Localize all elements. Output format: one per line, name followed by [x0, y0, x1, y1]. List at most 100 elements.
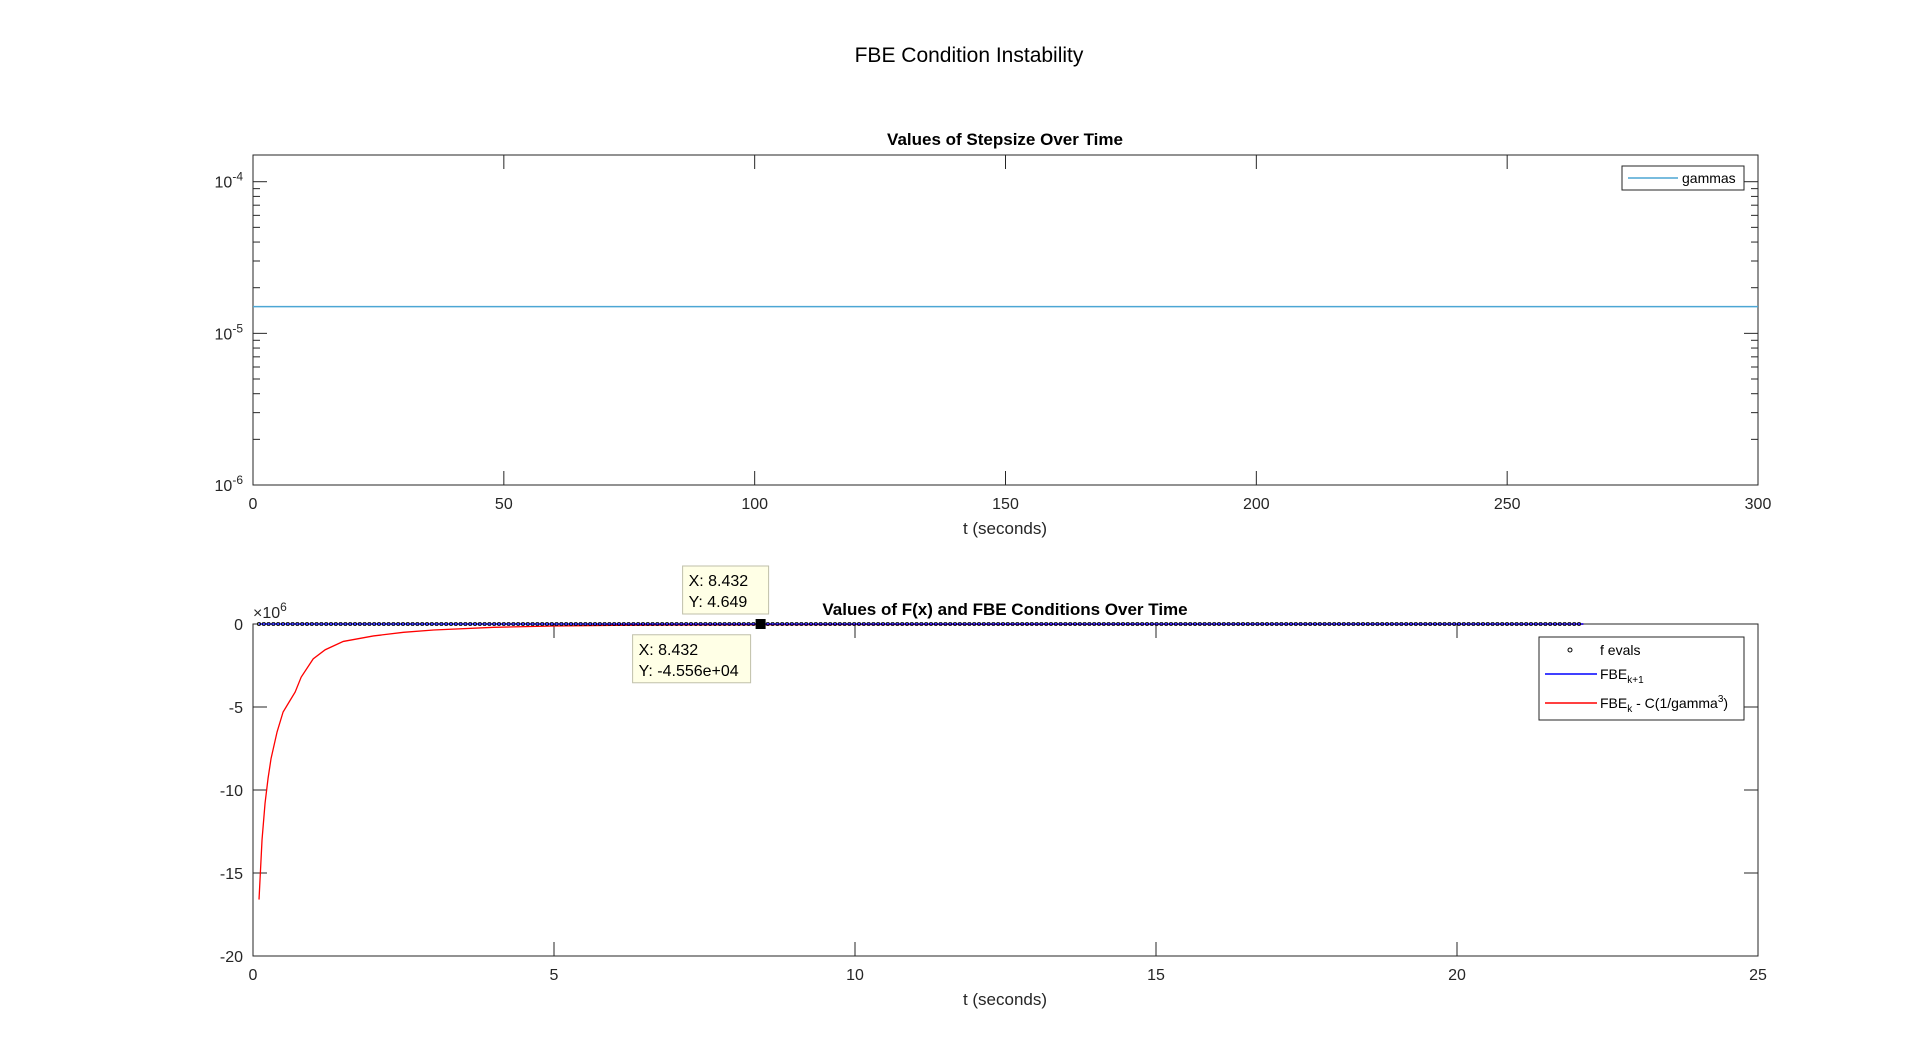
marker-f-eval [1533, 621, 1538, 626]
marker-f-eval [588, 621, 593, 626]
datatips[interactable]: X: 8.432 Y: 4.649 X: 8.432 Y: -4.556e+04 [632, 565, 770, 684]
stepsize-plot[interactable]: Values of Stepsize Over Time t (seconds)… [215, 130, 1772, 538]
marker-f-eval [1073, 621, 1078, 626]
marker-f-eval [564, 621, 569, 626]
marker-f-eval [977, 621, 982, 626]
marker-f-eval [1500, 621, 1505, 626]
marker-f-eval [871, 621, 876, 626]
stepsize-legend[interactable]: gammas [1621, 165, 1745, 191]
marker-f-eval [415, 621, 420, 626]
marker-f-eval [929, 621, 934, 626]
marker-f-eval [578, 621, 583, 626]
marker-f-eval [1389, 621, 1394, 626]
marker-f-eval [967, 621, 972, 626]
marker-f-eval [1025, 621, 1030, 626]
marker-f-eval [1418, 621, 1423, 626]
marker-f-eval [1289, 621, 1294, 626]
marker-f-eval [1015, 621, 1020, 626]
marker-f-eval [1135, 621, 1140, 626]
marker-f-eval [636, 621, 641, 626]
datatip[interactable]: X: 8.432 Y: 4.649 [682, 565, 770, 629]
marker-f-eval [540, 621, 545, 626]
fbe-legend[interactable]: f evals FBEk+1 FBEk - C(1/gamma3) [1538, 636, 1745, 721]
marker-f-eval [386, 621, 391, 626]
marker-f-eval [1044, 621, 1049, 626]
marker-f-eval [1020, 621, 1025, 626]
marker-f-eval [1433, 621, 1438, 626]
marker-f-eval [1313, 621, 1318, 626]
marker-f-eval [1159, 621, 1164, 626]
marker-f-eval [857, 621, 862, 626]
marker-f-eval [1121, 621, 1126, 626]
marker-f-eval [1145, 621, 1150, 626]
marker-f-eval [1452, 621, 1457, 626]
marker-f-eval [1082, 621, 1087, 626]
marker-f-eval [909, 621, 914, 626]
marker-f-eval [770, 621, 775, 626]
marker-f-eval [1149, 621, 1154, 626]
marker-f-eval [1298, 621, 1303, 626]
marker-f-eval [631, 621, 636, 626]
marker-f-eval [525, 621, 530, 626]
marker-f-eval [290, 621, 295, 626]
marker-f-eval [765, 621, 770, 626]
marker-f-eval [1413, 621, 1418, 626]
marker-f-eval [698, 621, 703, 626]
marker-f-eval [645, 621, 650, 626]
marker-f-eval [1567, 621, 1572, 626]
marker-f-eval [823, 621, 828, 626]
y-exponent-label: ×106 [253, 600, 287, 622]
marker-f-eval [1351, 621, 1356, 626]
marker-f-eval [1183, 621, 1188, 626]
marker-f-eval [804, 621, 809, 626]
marker-f-eval [501, 621, 506, 626]
marker-f-eval [924, 621, 929, 626]
marker-f-eval [1049, 621, 1054, 626]
marker-f-eval [919, 621, 924, 626]
marker-f-eval [549, 621, 554, 626]
marker-f-eval [1423, 621, 1428, 626]
marker-f-eval [957, 621, 962, 626]
marker-f-eval [357, 621, 362, 626]
marker-f-eval [1111, 621, 1116, 626]
marker-f-eval [895, 621, 900, 626]
datatip-box [632, 634, 752, 684]
marker-f-eval [669, 621, 674, 626]
y-tick-label: -15 [220, 866, 243, 883]
marker-f-eval [444, 621, 449, 626]
marker-f-eval [991, 621, 996, 626]
x-tick-label: 200 [1243, 496, 1270, 513]
marker-f-eval [1255, 621, 1260, 626]
marker-f-eval [612, 621, 617, 626]
marker-f-eval [1221, 621, 1226, 626]
marker-f-eval [400, 621, 405, 626]
stepsize-plot-area[interactable] [252, 154, 1759, 486]
fbe-plot-area[interactable] [252, 623, 1759, 957]
marker-f-eval [905, 621, 910, 626]
marker-f-eval [1077, 621, 1082, 626]
marker-f-eval [372, 621, 377, 626]
marker-f-eval [794, 621, 799, 626]
marker-f-eval [972, 621, 977, 626]
marker-f-eval [1250, 621, 1255, 626]
marker-f-eval [809, 621, 814, 626]
marker-f-eval [1001, 621, 1006, 626]
marker-f-eval [833, 621, 838, 626]
x-tick-label: 20 [1448, 967, 1466, 984]
x-tick-label: 0 [249, 967, 258, 984]
fbe-plot[interactable]: Values of F(x) and FBE Conditions Over T… [220, 565, 1767, 1009]
marker-f-eval [1087, 621, 1092, 626]
marker-f-eval [266, 621, 271, 626]
marker-f-eval [295, 621, 300, 626]
marker-f-eval [1361, 621, 1366, 626]
marker-f-eval [1106, 621, 1111, 626]
marker-f-eval [319, 621, 324, 626]
marker-f-eval [1039, 621, 1044, 626]
marker-f-eval [559, 621, 564, 626]
datatip[interactable]: X: 8.432 Y: -4.556e+04 [632, 634, 752, 684]
marker-f-eval [343, 621, 348, 626]
marker-f-eval [1010, 621, 1015, 626]
marker-f-eval [852, 621, 857, 626]
y-tick-label: -5 [229, 700, 243, 717]
marker-f-eval [1409, 621, 1414, 626]
